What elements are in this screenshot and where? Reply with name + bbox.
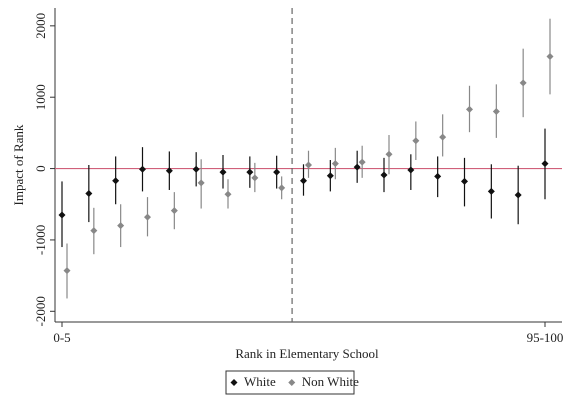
y-axis-label: Impact of Rank xyxy=(11,124,26,205)
x-tick-label: 0-5 xyxy=(53,330,70,345)
point xyxy=(246,168,254,176)
point xyxy=(63,267,71,275)
point xyxy=(112,177,120,185)
y-tick-label: 2000 xyxy=(33,13,48,39)
point xyxy=(514,191,522,199)
point xyxy=(331,160,339,168)
point xyxy=(165,167,173,175)
point xyxy=(407,166,415,174)
point xyxy=(466,105,473,113)
point xyxy=(219,168,227,176)
point xyxy=(519,79,527,87)
point xyxy=(273,168,281,176)
legend-label: Non White xyxy=(302,374,359,389)
point xyxy=(139,165,146,173)
point xyxy=(412,137,420,145)
legend-marker xyxy=(288,379,296,386)
point xyxy=(353,163,361,171)
point xyxy=(358,158,366,166)
point xyxy=(224,190,232,198)
x-tick-label: 95-100 xyxy=(527,330,564,345)
point xyxy=(170,207,178,215)
point xyxy=(58,211,66,219)
x-axis-label: Rank in Elementary School xyxy=(235,346,379,361)
legend-box xyxy=(225,370,355,395)
point xyxy=(197,179,205,187)
point xyxy=(380,171,388,179)
y-tick-label: 1000 xyxy=(33,84,48,110)
point xyxy=(492,107,500,115)
point xyxy=(385,150,393,158)
point xyxy=(90,227,98,235)
point xyxy=(326,172,334,180)
point xyxy=(251,174,259,182)
point xyxy=(541,160,549,168)
point xyxy=(117,222,125,230)
legend-marker xyxy=(230,379,238,386)
point xyxy=(439,133,447,141)
point xyxy=(300,177,307,185)
y-tick-label: -2000 xyxy=(33,296,48,326)
point xyxy=(192,165,200,173)
point xyxy=(278,184,286,192)
point xyxy=(144,213,151,221)
point xyxy=(461,177,468,185)
point xyxy=(85,190,93,198)
point xyxy=(546,53,554,61)
point xyxy=(434,172,442,180)
point xyxy=(305,161,312,169)
y-tick-label: 0 xyxy=(33,165,48,172)
point xyxy=(487,187,495,195)
legend-label: White xyxy=(244,374,276,389)
y-tick-label: -1000 xyxy=(33,225,48,255)
